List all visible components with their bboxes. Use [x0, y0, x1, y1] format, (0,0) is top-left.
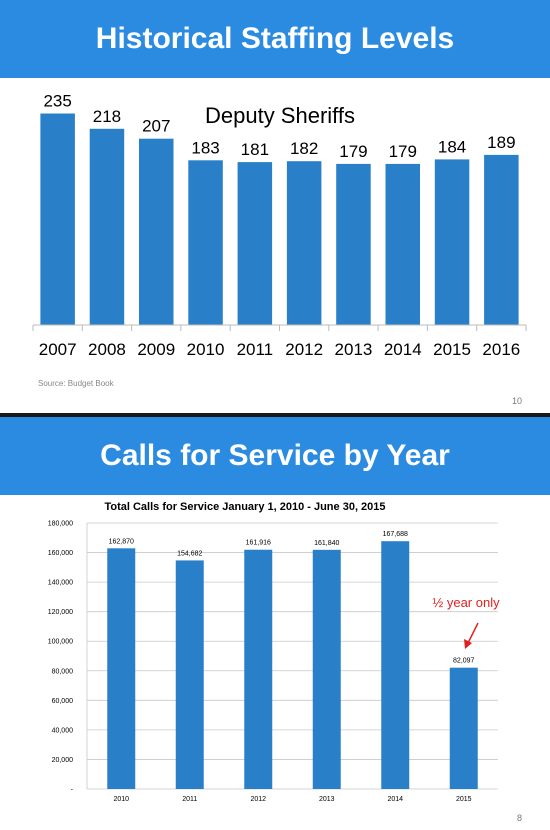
slide-staffing: Historical Staffing Levels Deputy Sherif…: [0, 0, 550, 413]
x-tick-label-2008: 2008: [88, 340, 126, 359]
value-label-2014: 179: [389, 142, 417, 161]
x-tick-label-2010: 2010: [187, 340, 225, 359]
value-label-2015: 82,097: [453, 658, 475, 665]
slide-calls: Calls for Service by Year Total Calls fo…: [0, 417, 550, 830]
bar-2014: [381, 541, 410, 789]
bar-2008: [89, 128, 125, 325]
bar-2015: [434, 159, 470, 325]
bar-2011: [237, 162, 273, 325]
value-label-2010: 162,870: [109, 538, 134, 545]
x-tick-label-2010: 2010: [113, 796, 129, 803]
x-tick-label-2011: 2011: [237, 340, 274, 359]
y-tick-label: 120,000: [48, 609, 73, 616]
bar-2010: [107, 548, 136, 789]
value-label-2012: 161,916: [246, 540, 271, 547]
x-tick-label-2015: 2015: [433, 340, 471, 359]
source-note: Source: Budget Book: [38, 379, 114, 388]
y-tick-label: 60,000: [52, 698, 74, 705]
x-tick-label-2011: 2011: [182, 796, 197, 803]
y-tick-label: 180,000: [48, 521, 73, 528]
deputy-sheriffs-chart: Deputy Sheriffs 235 218 207 183 181 182 179 179…: [32, 92, 527, 359]
bar-2011: [175, 560, 204, 789]
banner-title: Historical Staffing Levels: [0, 0, 550, 78]
bar-2013: [312, 549, 341, 789]
value-label-2016: 189: [487, 133, 515, 152]
value-label-2007: 235: [43, 92, 71, 111]
bar-2016: [484, 154, 519, 325]
y-tick-label: -: [71, 787, 74, 794]
x-tick-label-2012: 2012: [250, 796, 266, 803]
chart-title: Total Calls for Service January 1, 2010 …: [104, 501, 385, 513]
x-tick-label-2012: 2012: [285, 340, 323, 359]
y-tick-label: 140,000: [48, 580, 73, 587]
y-tick-label: 80,000: [52, 668, 74, 675]
x-tick-label-2014: 2014: [384, 340, 422, 359]
bar-2013: [336, 163, 371, 325]
x-tick-label-2015: 2015: [456, 796, 472, 803]
page-number: 10: [511, 396, 522, 406]
x-tick-label-2014: 2014: [387, 796, 403, 803]
x-tick-label-2013: 2013: [335, 340, 373, 359]
value-label-2010: 183: [191, 138, 219, 157]
x-tick-label-2016: 2016: [482, 340, 520, 359]
value-label-2009: 207: [142, 117, 170, 136]
value-label-2011: 154,682: [177, 550, 202, 557]
banner-title: Calls for Service by Year: [0, 417, 550, 495]
page-number: 8: [516, 813, 522, 823]
bar-2014: [385, 163, 421, 325]
x-tick-label-2009: 2009: [137, 340, 175, 359]
bar-2007: [40, 113, 75, 325]
chart-title: Deputy Sheriffs: [205, 103, 355, 128]
y-tick-label: 160,000: [48, 550, 73, 557]
value-label-2014: 167,688: [383, 531, 408, 538]
x-tick-label-2007: 2007: [39, 340, 77, 359]
bar-2012: [286, 161, 322, 325]
value-label-2008: 218: [93, 107, 121, 126]
bar-2009: [138, 138, 174, 325]
y-tick-label: 40,000: [52, 727, 74, 734]
value-label-2015: 184: [438, 137, 466, 156]
x-tick-label-2013: 2013: [319, 796, 335, 803]
bar-2015: [449, 667, 478, 789]
bar-2010: [188, 160, 223, 325]
value-label-2013: 161,840: [314, 540, 339, 547]
value-label-2011: 181: [241, 140, 269, 159]
slide-divider: [0, 413, 550, 417]
half-year-annotation: ½ year only: [432, 595, 500, 610]
value-label-2013: 179: [339, 142, 367, 161]
y-tick-label: 100,000: [48, 639, 73, 646]
annotation-arrow: [464, 622, 479, 649]
y-tick-label: 20,000: [52, 757, 74, 764]
value-label-2012: 182: [290, 139, 318, 158]
bar-2012: [244, 549, 273, 789]
calls-for-service-chart: Total Calls for Service January 1, 2010 …: [48, 501, 500, 803]
